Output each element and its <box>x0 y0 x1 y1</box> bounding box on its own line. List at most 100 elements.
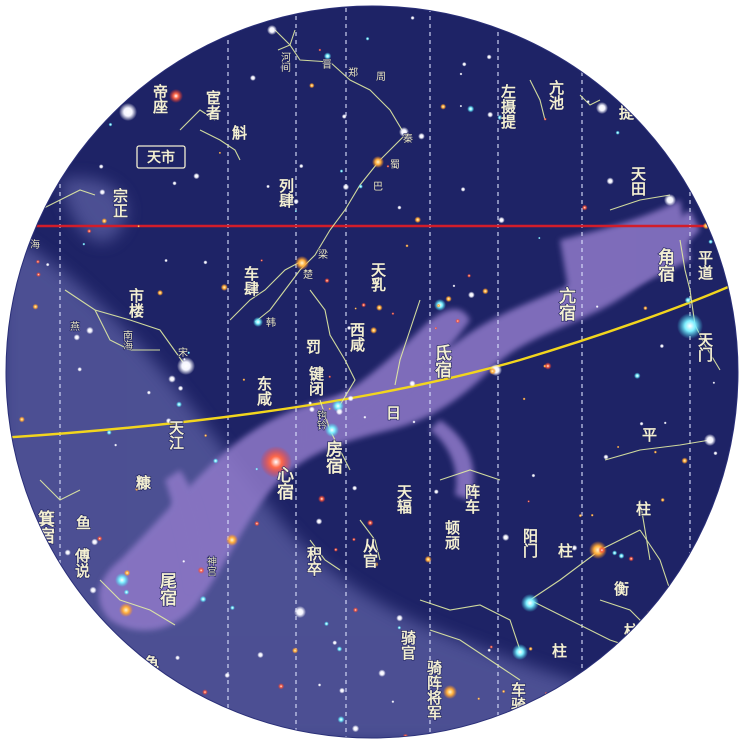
star <box>616 445 620 449</box>
label-hai: 海 <box>30 238 40 251</box>
star <box>396 614 403 622</box>
star <box>459 72 463 76</box>
star <box>267 25 277 35</box>
star <box>595 305 599 309</box>
label-qin: 秦 <box>403 132 413 145</box>
star <box>318 495 326 503</box>
star <box>352 537 356 542</box>
star <box>376 304 383 311</box>
star <box>477 697 481 701</box>
star <box>581 204 588 211</box>
label-huanzhe: 宦者 <box>204 89 222 120</box>
label-song: 宋 <box>178 346 188 359</box>
star <box>496 0 499 3</box>
label-jin: 晋 <box>322 59 332 71</box>
mansion-kang: 亢宿 <box>555 286 576 322</box>
star <box>712 381 716 385</box>
star <box>108 122 113 127</box>
star <box>512 644 528 660</box>
star <box>489 645 494 649</box>
star <box>242 378 246 382</box>
label-tianru: 天乳 <box>369 262 387 293</box>
star <box>325 423 339 437</box>
star <box>715 590 723 598</box>
star <box>182 559 186 563</box>
star <box>339 687 345 694</box>
star <box>244 19 248 22</box>
star <box>686 636 693 644</box>
star <box>220 283 228 291</box>
star <box>705 561 709 565</box>
star <box>354 307 357 310</box>
star <box>6 426 7 433</box>
star <box>630 21 634 25</box>
star <box>115 573 129 587</box>
star <box>522 397 526 401</box>
star <box>85 625 93 633</box>
label-zhou: 周 <box>376 71 386 83</box>
star <box>317 683 322 687</box>
star <box>412 420 416 424</box>
star <box>255 467 259 471</box>
star <box>224 672 230 679</box>
star <box>628 556 634 562</box>
star <box>193 172 200 180</box>
star <box>138 714 142 719</box>
star <box>358 184 363 189</box>
star <box>598 546 606 554</box>
star <box>294 209 298 213</box>
star <box>578 513 583 518</box>
star <box>657 703 663 708</box>
antares-star <box>260 446 292 478</box>
star <box>664 194 676 206</box>
star <box>486 54 492 60</box>
star <box>341 114 347 119</box>
star <box>168 375 176 383</box>
star <box>397 625 402 630</box>
star <box>713 451 718 456</box>
star <box>342 183 350 191</box>
star <box>197 566 205 574</box>
star <box>114 443 118 447</box>
star <box>725 729 729 734</box>
star <box>462 61 467 67</box>
star <box>15 253 22 259</box>
star <box>487 111 494 118</box>
star <box>589 541 607 559</box>
star <box>106 429 112 436</box>
star <box>629 658 637 665</box>
star <box>315 518 323 525</box>
star <box>323 52 332 60</box>
label-chesi: 车肆 <box>242 265 260 297</box>
star <box>99 189 106 196</box>
star <box>101 218 108 224</box>
star <box>187 351 191 355</box>
star <box>606 177 614 185</box>
star <box>660 497 665 503</box>
star <box>612 550 618 556</box>
star <box>365 36 370 41</box>
star <box>361 302 367 308</box>
star <box>363 415 367 419</box>
star <box>328 407 331 411</box>
star <box>11 227 18 234</box>
star <box>615 130 620 135</box>
star <box>603 454 609 460</box>
label-dongxian: 东咸 <box>255 375 273 407</box>
star <box>204 434 208 438</box>
ecliptic-label: 日 <box>386 404 401 422</box>
star <box>45 262 50 267</box>
label-shilou: 市楼 <box>127 287 145 319</box>
star <box>386 164 390 168</box>
star <box>32 303 39 310</box>
star <box>468 291 475 299</box>
star <box>124 26 127 30</box>
label-jianbi: 键闭 <box>307 365 325 397</box>
star <box>659 343 665 349</box>
star <box>167 700 172 706</box>
star <box>183 357 186 361</box>
star <box>418 132 425 140</box>
label-yan: 燕 <box>70 321 80 333</box>
mansion-di: 氐宿 <box>431 343 452 379</box>
label-zhu-1: 柱 <box>636 500 651 518</box>
